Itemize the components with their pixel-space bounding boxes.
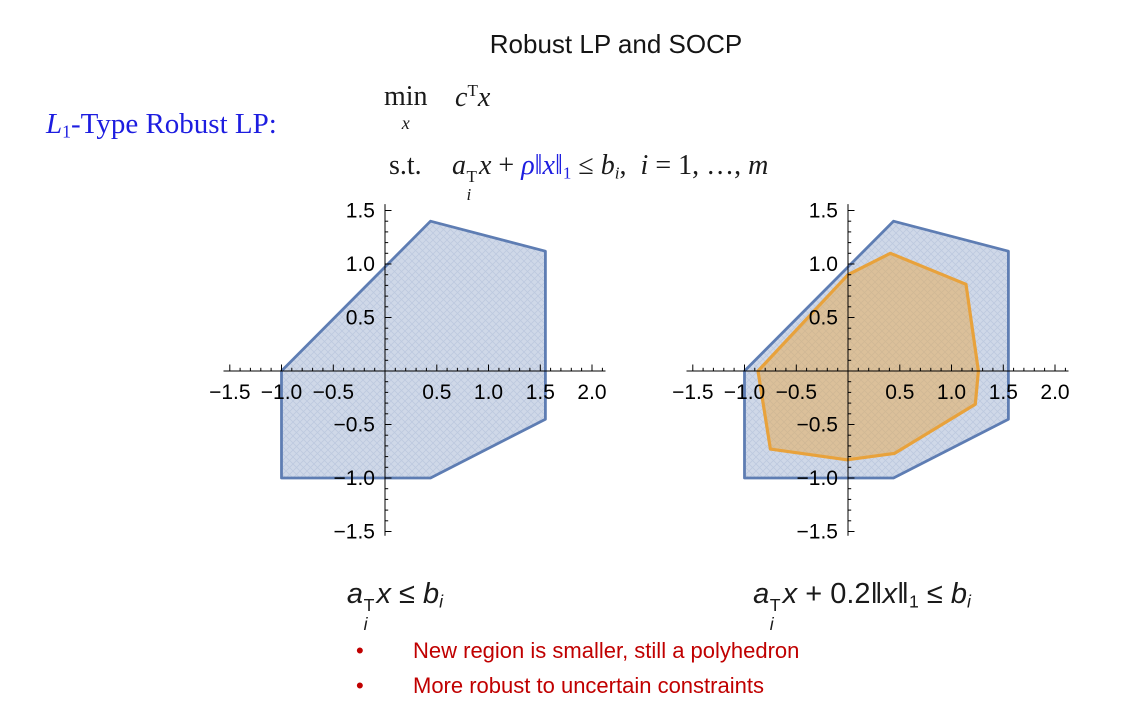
y-tick-label: 0.5	[346, 307, 375, 330]
feasible-region-robust-fill	[758, 253, 979, 460]
x-tick-label: 1.0	[474, 381, 503, 404]
x-tick-label: −1.5	[672, 381, 713, 404]
x-tick-label: −0.5	[313, 381, 354, 404]
x-tick-label: 1.5	[989, 381, 1018, 404]
x-tick-label: −1.5	[209, 381, 250, 404]
y-tick-label: −1.0	[334, 467, 375, 490]
axes	[686, 204, 1069, 536]
tick-labels: −1.5 −1.0 −0.5 0.5 1.0 1.5 2.0 −1.5 −1.0 −0.5 0.5 1…	[209, 200, 607, 544]
objective-min-operator: min x	[384, 81, 428, 132]
x-tick-label: 0.5	[422, 381, 451, 404]
x-tick-label: −0.5	[776, 381, 817, 404]
note-text: More robust to uncertain constraints	[413, 673, 764, 698]
x-tick-label: 0.5	[885, 381, 914, 404]
page-title: Robust LP and SOCP	[489, 29, 743, 59]
bullet-icon: •	[356, 638, 364, 663]
note-item: • More robust to uncertain constraints	[352, 672, 799, 699]
y-tick-label: −0.5	[334, 414, 375, 437]
y-tick-label: −1.5	[797, 521, 838, 544]
tick-labels: −1.5 −1.0 −0.5 0.5 1.0 1.5 2.0 −1.5 −1.0 −0.5 0.5 1…	[672, 200, 1070, 544]
y-tick-label: −1.5	[334, 521, 375, 544]
x-tick-label: −1.0	[261, 381, 302, 404]
x-tick-label: 2.0	[1040, 381, 1069, 404]
objective-expression: cTx	[455, 81, 491, 114]
bullet-icon: •	[356, 673, 364, 698]
subject-to-label: s.t.	[389, 150, 422, 181]
x-tick-label: −1.0	[724, 381, 765, 404]
notes-list: • New region is smaller, still a polyhed…	[352, 637, 799, 707]
y-tick-label: 0.5	[809, 307, 838, 330]
y-tick-label: 1.5	[346, 200, 375, 223]
y-tick-label: 1.0	[346, 253, 375, 276]
axes	[223, 204, 606, 536]
l1-robust-lp-label: L1-Type Robust LP:	[46, 108, 277, 142]
y-tick-label: 1.5	[809, 200, 838, 223]
min-subscript: x	[401, 113, 410, 134]
robust-lp-feasible-region-chart: −1.5 −1.0 −0.5 0.5 1.0 1.5 2.0 −1.5 −1.0 −0.5 0.5 1…	[672, 200, 1070, 544]
y-tick-label: −0.5	[797, 414, 838, 437]
feasible-region-robust-outline	[756, 251, 980, 462]
regions	[743, 219, 1010, 480]
feasible-region-original-hatch	[281, 221, 546, 478]
x-tick-label: 1.0	[937, 381, 966, 404]
x-tick-label: 1.5	[526, 381, 555, 404]
min-label: min	[384, 81, 428, 112]
note-item: • New region is smaller, still a polyhed…	[352, 637, 799, 664]
feasible-region-original-outline	[743, 219, 1010, 480]
feasible-region-original-hatch	[744, 221, 1009, 478]
original-lp-feasible-region-chart: −1.5 −1.0 −0.5 0.5 1.0 1.5 2.0 −1.5 −1.0 −0.5 0.5 1…	[209, 200, 607, 544]
y-tick-label: 1.0	[809, 253, 838, 276]
note-text: New region is smaller, still a polyhedro…	[413, 638, 800, 663]
feasible-region-original-outline	[280, 219, 547, 480]
x-tick-label: 2.0	[577, 381, 606, 404]
y-tick-label: −1.0	[797, 467, 838, 490]
regions	[280, 219, 547, 480]
